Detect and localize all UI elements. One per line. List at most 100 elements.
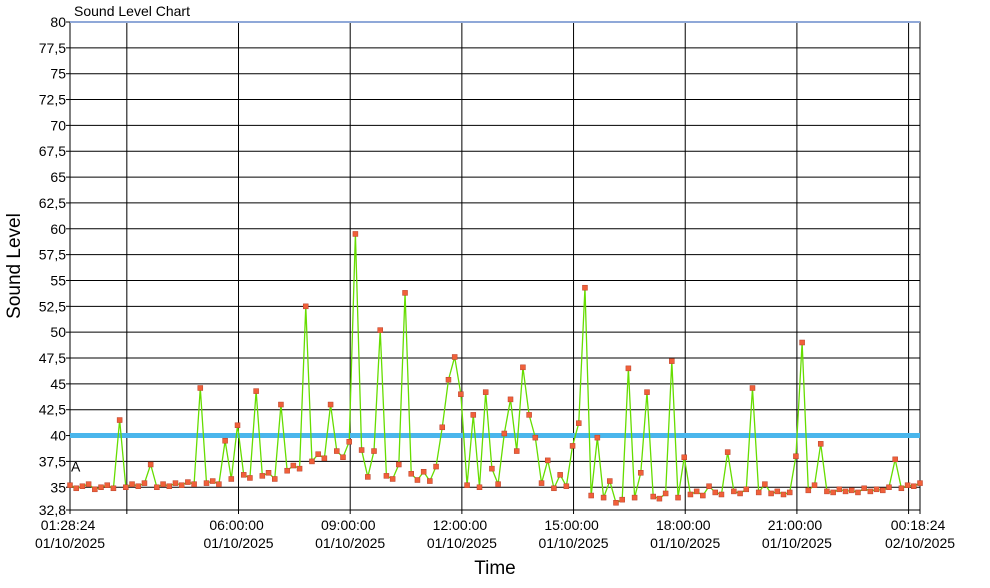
data-point — [495, 481, 501, 487]
data-point — [613, 500, 619, 506]
data-point — [470, 412, 477, 418]
y-tick-label: 62,5 — [39, 195, 66, 211]
x-tick-time: 21:00:00 — [768, 517, 826, 533]
data-point — [718, 491, 725, 498]
data-point — [116, 417, 123, 423]
data-point — [886, 484, 892, 491]
data-point — [532, 434, 539, 441]
x-tick-date: 01/10/2025 — [762, 535, 832, 551]
x-tick-time: 12:00:00 — [433, 517, 491, 533]
data-point — [408, 471, 414, 477]
data-point — [805, 487, 812, 494]
data-point — [625, 365, 632, 372]
data-point — [389, 476, 396, 482]
data-point — [724, 449, 731, 455]
data-point — [420, 468, 427, 475]
x-tick-date: 01/10/2025 — [203, 535, 273, 551]
x-tick-date: 01/10/2025 — [539, 535, 609, 551]
data-point — [172, 480, 179, 486]
y-tick-label: 42,5 — [39, 402, 66, 418]
data-point — [358, 447, 365, 453]
x-tick-label: 15:00:00 01/10/2025 — [539, 517, 609, 551]
x-tick-date: 01/10/2025 — [35, 535, 105, 551]
data-point — [191, 481, 197, 487]
data-point — [755, 489, 762, 496]
data-point — [321, 455, 328, 462]
data-point — [817, 441, 824, 447]
data-point — [700, 492, 706, 499]
data-point — [489, 465, 495, 472]
data-point — [681, 454, 687, 461]
x-tick-label: 12:00:00 01/10/2025 — [427, 517, 497, 551]
data-point — [346, 439, 352, 445]
data-point — [842, 488, 849, 495]
data-point — [147, 461, 154, 468]
y-tick-label: 37,5 — [39, 453, 66, 469]
x-tick-time: 00:18:24 — [891, 517, 949, 533]
data-point — [576, 420, 582, 426]
x-tick-time: 09:00:00 — [321, 517, 379, 533]
data-point — [743, 486, 750, 493]
data-point — [656, 495, 663, 502]
data-point — [607, 478, 613, 484]
data-point — [780, 491, 787, 498]
data-point — [600, 494, 607, 501]
x-tick-label: 21:00:00 01/10/2025 — [762, 517, 832, 551]
data-point — [445, 376, 452, 383]
data-point — [458, 391, 464, 397]
y-tick-label: 52,5 — [39, 298, 66, 314]
data-point — [911, 483, 917, 489]
data-point — [160, 481, 166, 487]
x-tick-time: 15:00:00 — [544, 517, 602, 533]
data-point — [278, 401, 284, 408]
data-point — [662, 490, 669, 497]
data-point — [526, 412, 532, 418]
data-point — [271, 476, 278, 482]
data-point — [383, 473, 390, 479]
data-point — [799, 339, 805, 346]
data-point — [824, 488, 830, 495]
data-point — [414, 477, 421, 483]
data-point — [352, 231, 359, 237]
data-point — [476, 484, 483, 491]
y-tick-label: 40 — [50, 428, 66, 444]
y-tick-label: 72,5 — [39, 92, 66, 108]
data-point — [290, 462, 297, 469]
data-point — [439, 424, 446, 431]
x-tick-label: 00:18:24 02/10/2025 — [885, 517, 955, 551]
x-tick-date: 01/10/2025 — [650, 535, 720, 551]
data-point — [178, 482, 185, 488]
y-tick-label: 57,5 — [39, 247, 66, 263]
data-point — [365, 474, 371, 480]
y-tick-label: 75 — [50, 66, 66, 82]
data-point — [154, 484, 160, 491]
data-point — [904, 482, 911, 488]
data-point — [98, 484, 104, 491]
data-point — [631, 494, 638, 501]
data-point — [830, 489, 836, 496]
y-tick-label: 77,5 — [39, 40, 66, 56]
data-point — [762, 481, 768, 487]
data-point — [141, 480, 148, 486]
data-point — [557, 472, 563, 478]
y-tick-label: 55 — [50, 272, 66, 288]
data-point — [222, 437, 228, 444]
data-point — [811, 482, 818, 488]
data-point — [619, 496, 625, 503]
x-tick-label: 06:00:00 01/10/2025 — [203, 517, 273, 551]
data-point — [185, 479, 191, 485]
data-point — [650, 493, 656, 500]
data-point — [793, 453, 799, 459]
y-tick-label: 67,5 — [39, 143, 66, 159]
data-point — [644, 389, 650, 395]
data-point — [129, 481, 135, 487]
plot-area — [69, 21, 921, 511]
data-point — [569, 443, 576, 449]
data-point — [855, 489, 861, 496]
data-point — [693, 488, 700, 495]
data-point — [731, 488, 737, 495]
data-point — [309, 458, 315, 465]
data-point — [551, 485, 557, 492]
data-point — [538, 480, 545, 486]
